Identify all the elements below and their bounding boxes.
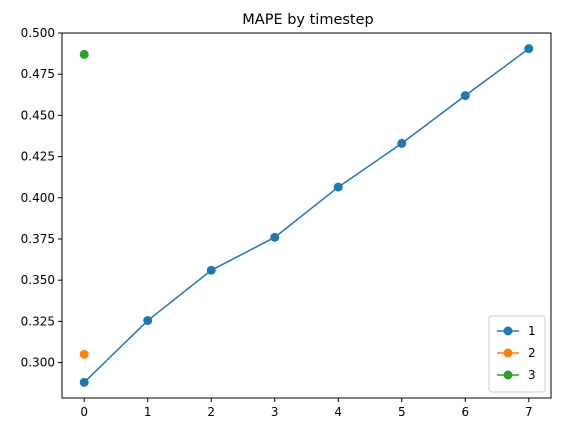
x-tick-label: 2 [207,405,215,419]
series-layer [80,44,534,387]
data-point [461,91,470,100]
y-tick-label: 0.300 [21,356,55,370]
data-point [143,316,152,325]
data-point [207,266,216,275]
x-axis: 0 1 2 3 4 5 6 7 [80,398,532,419]
legend-marker [504,371,513,380]
data-point [270,233,279,242]
y-axis: 0.300 0.325 0.350 0.375 0.400 0.425 0.450 0.475… [21,26,62,370]
x-tick-label: 6 [461,405,469,419]
legend-label: 3 [528,368,536,382]
series-2 [80,350,89,359]
legend-box [489,316,545,392]
legend-label: 1 [528,324,536,338]
y-tick-label: 0.400 [21,191,55,205]
data-point [397,139,406,148]
x-tick-label: 4 [334,405,342,419]
data-point [80,378,89,387]
data-point [524,44,533,53]
y-tick-label: 0.375 [21,232,55,246]
plot-area-frame [62,33,551,398]
x-tick-label: 7 [525,405,533,419]
legend-label: 2 [528,346,536,360]
legend-marker [504,349,513,358]
y-tick-label: 0.475 [21,67,55,81]
data-point [80,50,89,59]
y-tick-label: 0.425 [21,150,55,164]
y-tick-label: 0.350 [21,273,55,287]
chart-title: MAPE by timestep [242,12,373,28]
legend: 1 2 3 [489,316,545,392]
data-point [80,350,89,359]
x-tick-label: 3 [271,405,279,419]
y-tick-label: 0.450 [21,108,55,122]
y-tick-label: 0.500 [21,26,55,40]
x-tick-label: 5 [398,405,406,419]
x-tick-label: 1 [144,405,152,419]
legend-marker [504,327,513,336]
series-1 [80,44,534,387]
y-tick-label: 0.325 [21,314,55,328]
series-3 [80,50,89,59]
data-point [334,183,343,192]
x-tick-label: 0 [80,405,88,419]
